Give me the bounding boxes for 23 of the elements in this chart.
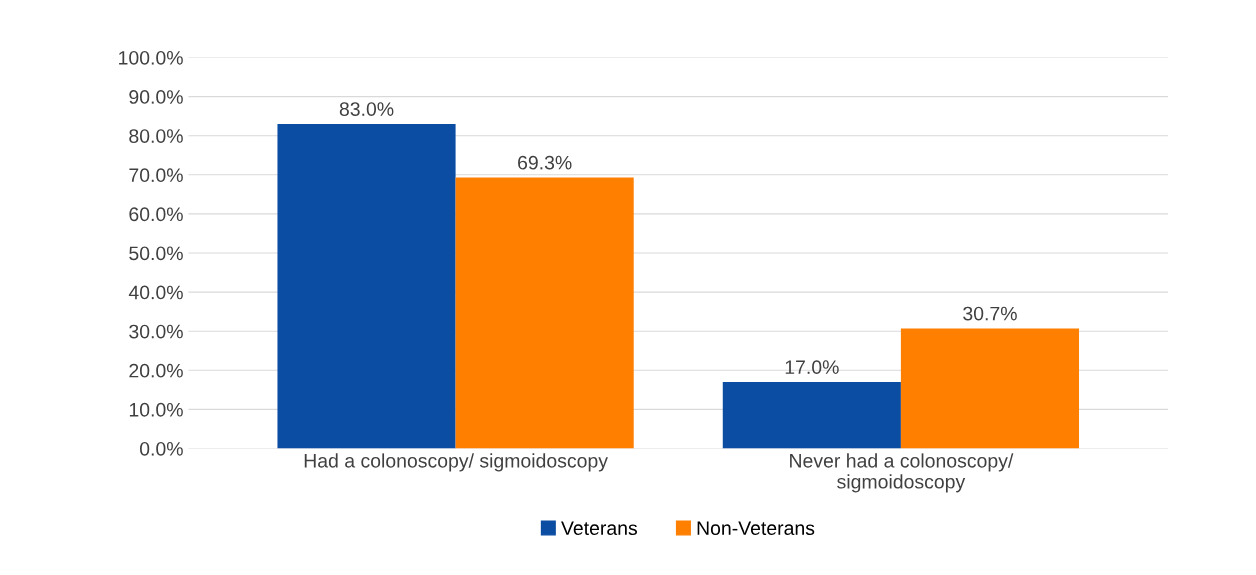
data-label: 17.0% — [785, 360, 839, 375]
bar — [455, 177, 634, 449]
data-label: 83.0% — [339, 102, 394, 116]
bar — [277, 123, 456, 449]
y-tick-label: 30.0% — [129, 324, 183, 339]
y-tick-label: 70.0% — [129, 168, 183, 183]
x-tick-label: Never had a colonoscopy/ sigmoidoscopy — [790, 453, 1014, 493]
y-tick-label: 90.0% — [129, 90, 183, 104]
y-tick-label: 100.0% — [119, 50, 183, 65]
bar — [722, 382, 901, 449]
y-tick-label: 40.0% — [128, 285, 183, 300]
y-tick-label: 50.0% — [129, 246, 183, 261]
y-tick-label: 60.0% — [129, 207, 183, 222]
bar — [900, 328, 1080, 449]
y-tick-label: 0.0% — [139, 441, 183, 456]
legend-label: Non-Veterans — [697, 521, 815, 536]
y-tick-label: 80.0% — [129, 129, 183, 143]
data-label: 69.3% — [518, 155, 572, 170]
data-label: 30.7% — [963, 306, 1017, 321]
legend-label: Veterans — [561, 521, 638, 536]
y-tick-label: 10.0% — [129, 402, 183, 417]
y-tick-label: 20.0% — [129, 363, 183, 378]
x-tick-label: Had a colonoscopy/ sigmoidoscopy — [304, 453, 608, 472]
